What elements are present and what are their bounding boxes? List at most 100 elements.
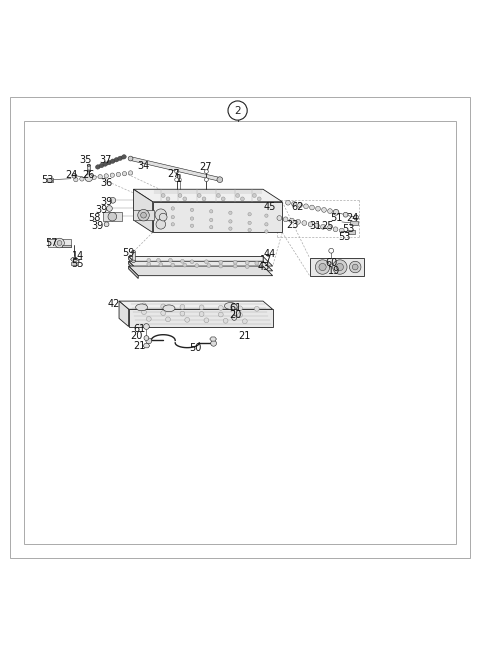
Text: 27: 27 xyxy=(199,162,212,172)
Polygon shape xyxy=(153,202,282,233)
Text: 59: 59 xyxy=(122,248,135,258)
Circle shape xyxy=(233,260,237,264)
Circle shape xyxy=(190,208,194,212)
Circle shape xyxy=(265,214,268,217)
Circle shape xyxy=(221,197,225,201)
Circle shape xyxy=(228,101,247,120)
Circle shape xyxy=(197,194,201,197)
Circle shape xyxy=(110,173,115,178)
Text: 17: 17 xyxy=(260,255,272,265)
Polygon shape xyxy=(129,261,273,271)
Circle shape xyxy=(175,178,179,181)
Circle shape xyxy=(219,264,223,268)
Circle shape xyxy=(343,212,348,217)
Circle shape xyxy=(171,223,175,226)
Circle shape xyxy=(255,261,259,265)
Circle shape xyxy=(308,222,313,227)
Circle shape xyxy=(329,248,334,253)
Circle shape xyxy=(240,197,244,201)
Circle shape xyxy=(156,219,166,229)
Polygon shape xyxy=(133,189,282,202)
Ellipse shape xyxy=(96,165,100,169)
Circle shape xyxy=(183,197,187,201)
Circle shape xyxy=(296,219,300,224)
Circle shape xyxy=(166,197,170,201)
Circle shape xyxy=(321,225,325,229)
Circle shape xyxy=(178,194,182,197)
Circle shape xyxy=(245,261,249,265)
Text: 53: 53 xyxy=(342,223,354,234)
Circle shape xyxy=(190,224,194,227)
Circle shape xyxy=(245,265,249,269)
Polygon shape xyxy=(133,189,153,233)
Text: 39: 39 xyxy=(100,196,113,207)
Circle shape xyxy=(104,222,109,227)
Circle shape xyxy=(144,324,149,329)
Circle shape xyxy=(265,223,268,226)
Text: 26: 26 xyxy=(83,170,95,180)
Circle shape xyxy=(236,194,240,197)
Text: 42: 42 xyxy=(107,299,120,309)
Polygon shape xyxy=(87,165,90,171)
Circle shape xyxy=(142,310,146,314)
Circle shape xyxy=(202,197,206,201)
Circle shape xyxy=(333,227,338,232)
Ellipse shape xyxy=(132,260,135,263)
Circle shape xyxy=(168,258,172,262)
Text: 60: 60 xyxy=(325,258,337,268)
Circle shape xyxy=(183,263,187,267)
Text: 23: 23 xyxy=(287,220,299,230)
Circle shape xyxy=(327,209,332,214)
Circle shape xyxy=(161,194,165,197)
Circle shape xyxy=(314,223,319,228)
Ellipse shape xyxy=(99,163,104,168)
Circle shape xyxy=(327,225,332,231)
Ellipse shape xyxy=(224,303,236,309)
Circle shape xyxy=(339,228,344,233)
Text: 37: 37 xyxy=(99,155,112,166)
Circle shape xyxy=(286,200,290,205)
Circle shape xyxy=(209,225,213,229)
Circle shape xyxy=(142,303,146,308)
Circle shape xyxy=(211,341,216,346)
Circle shape xyxy=(298,202,302,208)
Circle shape xyxy=(204,170,208,174)
Circle shape xyxy=(86,176,90,180)
Circle shape xyxy=(98,174,102,179)
Polygon shape xyxy=(132,252,135,261)
Circle shape xyxy=(352,264,358,270)
Circle shape xyxy=(155,209,167,221)
Text: 24: 24 xyxy=(347,213,359,223)
Circle shape xyxy=(265,230,268,233)
Circle shape xyxy=(199,305,204,310)
Circle shape xyxy=(242,319,247,324)
Circle shape xyxy=(180,311,185,316)
Circle shape xyxy=(204,260,208,264)
Circle shape xyxy=(209,210,213,213)
Ellipse shape xyxy=(121,155,126,159)
Circle shape xyxy=(204,318,209,323)
Circle shape xyxy=(223,318,228,323)
Circle shape xyxy=(218,305,223,310)
Circle shape xyxy=(185,318,190,322)
Text: 43: 43 xyxy=(257,262,270,272)
Ellipse shape xyxy=(135,304,148,310)
Circle shape xyxy=(179,178,181,181)
Circle shape xyxy=(238,312,242,318)
Polygon shape xyxy=(210,337,216,341)
Circle shape xyxy=(180,305,185,309)
Circle shape xyxy=(122,172,127,176)
Polygon shape xyxy=(129,309,273,327)
Circle shape xyxy=(161,310,166,316)
Circle shape xyxy=(248,221,252,225)
Circle shape xyxy=(110,197,116,203)
Text: 53: 53 xyxy=(41,175,53,185)
Circle shape xyxy=(209,218,213,221)
Polygon shape xyxy=(131,157,221,181)
Text: 34: 34 xyxy=(137,161,149,171)
Circle shape xyxy=(190,217,194,220)
Circle shape xyxy=(219,260,223,264)
Circle shape xyxy=(141,212,146,218)
Circle shape xyxy=(108,212,117,221)
Circle shape xyxy=(74,178,78,182)
